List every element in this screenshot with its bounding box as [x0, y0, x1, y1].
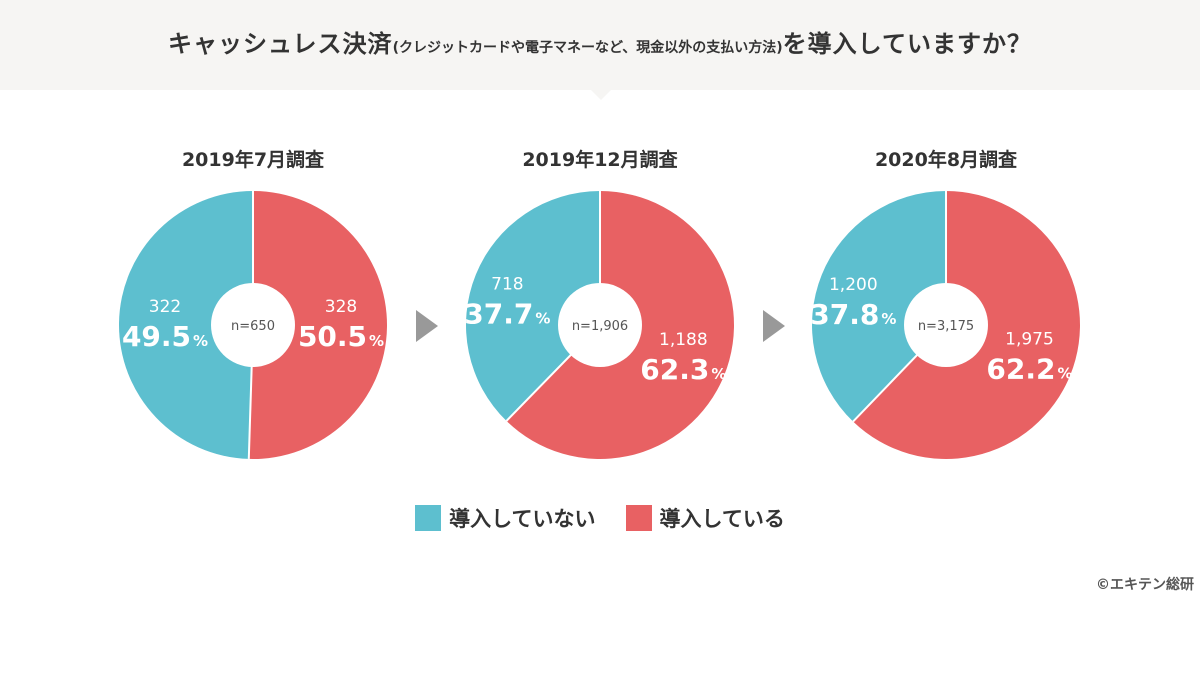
slice-pct-not-adopted-2: 37.8%	[810, 298, 896, 331]
slice-pct-not-adopted-1: 37.7%	[464, 298, 550, 331]
pie-chart-0: 2019年7月調査 n=650 322 49.5 % 328 50.5%	[119, 148, 388, 459]
pie-hole-1	[558, 283, 642, 367]
pie-hole-2	[904, 283, 988, 367]
pie-slice-not-adopted-2	[812, 191, 946, 422]
arrow-icon-1	[763, 310, 785, 342]
pie-hole-0	[211, 283, 295, 367]
pie-n-label-2: n=3,175	[918, 319, 974, 334]
pie-chart-1: 2019年12月調査 n=1,906 718 37.7 % 1,188 62.3%	[464, 148, 734, 459]
slice-pct-adopted-2: 62.2%	[986, 353, 1072, 386]
legend: 導入していない 導入している	[0, 503, 1200, 533]
pie-slice-not-adopted-1	[465, 191, 600, 421]
pie-chart-2: 2020年8月調査 n=3,175 1,200 37.8 % 1,975 62.2%	[810, 148, 1080, 459]
slice-label-not-adopted-2: 1,200 37.8%	[810, 275, 896, 331]
title-main-prefix: キャッシュレス決済	[168, 30, 393, 58]
pie-slice-adopted-0	[248, 191, 388, 459]
slice-pct-not-adopted-0: 49.5%	[122, 320, 208, 353]
title-main-suffix: を導入していますか？	[782, 30, 1032, 58]
slice-count-adopted-1: 1,188	[659, 330, 708, 350]
chart-title: キャッシュレス決済(クレジットカードや電子マネーなど、現金以外の支払い方法)を導…	[0, 24, 1200, 59]
slice-count-adopted-0: 328	[325, 297, 357, 317]
slice-label-not-adopted-0: 322 49.5%	[122, 297, 208, 353]
slice-count-adopted-2: 1,975	[1005, 330, 1054, 350]
legend-label-adopted: 導入している	[659, 507, 785, 531]
header-bar	[0, 0, 1200, 90]
slice-count-not-adopted-0: 322	[149, 297, 181, 317]
header-pointer	[591, 90, 611, 100]
copyright-text: ©エキテン総研	[1096, 577, 1194, 593]
slice-pct-adopted-0: 50.5%	[298, 320, 384, 353]
pie-title-2: 2020年8月調査	[875, 148, 1018, 171]
slice-label-adopted-1: 1,188 62.3%	[640, 330, 726, 386]
slice-label-adopted-0: 328 50.5%	[298, 297, 384, 353]
legend-swatch-adopted	[625, 505, 652, 531]
legend-item-adopted: 導入している	[625, 503, 785, 533]
pie-n-label-0: n=650	[231, 319, 275, 334]
slice-count-not-adopted-1: 718	[491, 275, 523, 295]
pie-slice-not-adopted-0	[119, 191, 253, 459]
slice-pct-adopted-1: 62.3%	[640, 353, 726, 386]
slice-label-adopted-2: 1,975 62.2%	[986, 330, 1072, 386]
slice-label-not-adopted-1: 718 37.7%	[464, 275, 550, 331]
legend-swatch-not-adopted	[415, 505, 442, 531]
pie-title-0: 2019年7月調査	[182, 148, 325, 171]
title-sub: (クレジットカードや電子マネーなど、現金以外の支払い方法)	[392, 40, 783, 56]
slice-count-not-adopted-2: 1,200	[829, 275, 878, 295]
pie-title-1: 2019年12月調査	[522, 148, 678, 171]
arrow-icon-0	[416, 310, 438, 342]
pie-n-label-1: n=1,906	[572, 319, 628, 334]
legend-item-not-adopted: 導入していない	[415, 503, 596, 533]
legend-label-not-adopted: 導入していない	[449, 507, 596, 531]
